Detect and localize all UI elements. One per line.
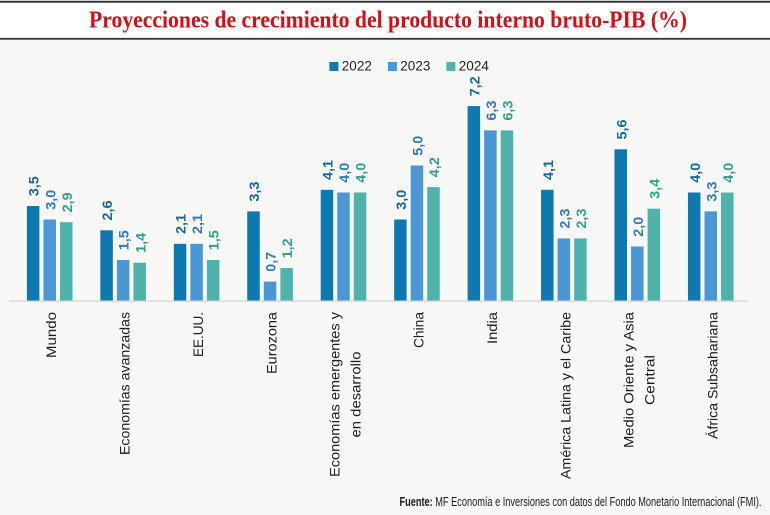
svg-text:Eurozona: Eurozona [264, 312, 280, 374]
svg-text:Fuente: MF Economía e Inversio: Fuente: MF Economía e Inversiones con da… [400, 494, 762, 509]
svg-text:Proyecciones de crecimiento de: Proyecciones de crecimiento del producto… [89, 8, 687, 34]
svg-text:2,3: 2,3 [573, 208, 589, 228]
svg-text:3,4: 3,4 [646, 179, 662, 199]
svg-text:1,4: 1,4 [132, 233, 148, 253]
svg-text:Medio Oriente y Asia: Medio Oriente y Asia [620, 312, 636, 448]
svg-text:Central: Central [641, 355, 657, 405]
svg-text:América Latina y el Caribe: América Latina y el Caribe [557, 312, 573, 479]
svg-text:3,3: 3,3 [246, 181, 262, 201]
svg-text:0,7: 0,7 [263, 252, 279, 272]
svg-text:2,9: 2,9 [59, 192, 75, 212]
svg-text:2,0: 2,0 [630, 216, 646, 236]
svg-text:China: China [410, 312, 426, 348]
svg-text:1,5: 1,5 [206, 230, 222, 250]
svg-text:5,6: 5,6 [613, 119, 629, 139]
svg-text:1,5: 1,5 [116, 230, 132, 250]
svg-text:4,1: 4,1 [320, 160, 336, 180]
svg-text:India: India [484, 312, 500, 344]
svg-text:en desarrollo: en desarrollo [348, 351, 364, 437]
svg-text:7,2: 7,2 [466, 76, 482, 96]
svg-text:3,0: 3,0 [393, 189, 409, 209]
svg-text:4,2: 4,2 [426, 157, 442, 177]
svg-text:2,1: 2,1 [173, 214, 189, 234]
svg-text:2,6: 2,6 [99, 200, 115, 220]
svg-text:5,0: 5,0 [410, 135, 426, 155]
svg-text:Economías emergentes y: Economías emergentes y [327, 312, 343, 477]
svg-text:4,0: 4,0 [720, 162, 736, 182]
svg-text:4,0: 4,0 [687, 162, 703, 182]
svg-text:4,1: 4,1 [540, 160, 556, 180]
svg-text:3,0: 3,0 [42, 189, 58, 209]
svg-text:4,0: 4,0 [336, 162, 352, 182]
svg-text:2023: 2023 [400, 59, 430, 74]
svg-text:2022: 2022 [342, 59, 372, 74]
svg-text:1,2: 1,2 [279, 238, 295, 258]
svg-text:África Subsahariana: África Subsahariana [704, 312, 720, 439]
svg-text:3,5: 3,5 [26, 176, 42, 196]
svg-text:2,1: 2,1 [189, 214, 205, 234]
svg-text:4,0: 4,0 [353, 162, 369, 182]
svg-text:Economías avanzadas: Economías avanzadas [117, 312, 133, 455]
svg-text:2024: 2024 [459, 59, 490, 74]
svg-text:6,3: 6,3 [483, 100, 499, 120]
svg-text:3,3: 3,3 [703, 181, 719, 201]
svg-text:6,3: 6,3 [500, 100, 516, 120]
svg-text:2,3: 2,3 [556, 208, 572, 228]
svg-text:Mundo: Mundo [43, 312, 59, 358]
svg-text:EE.UU.: EE.UU. [190, 312, 206, 357]
